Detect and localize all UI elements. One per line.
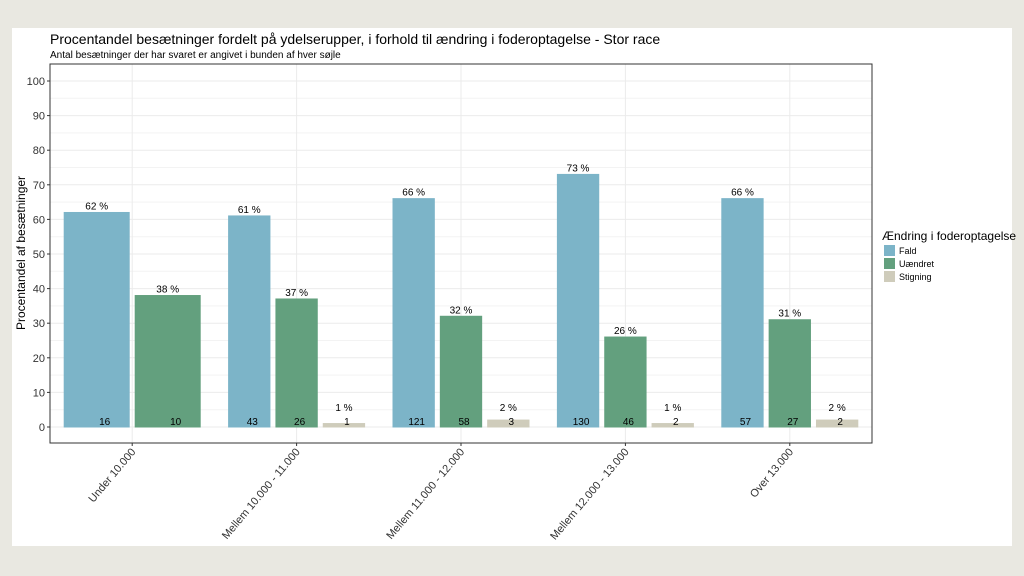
y-tick-label: 60 (33, 214, 45, 226)
legend-label: Stigning (899, 272, 932, 282)
bar-percent-label: 2 % (500, 403, 517, 414)
y-tick-label: 0 (39, 422, 45, 434)
bar-uændret (439, 315, 483, 428)
bar-count-label: 121 (408, 417, 425, 428)
chart-title: Procentandel besætninger fordelt på ydel… (50, 31, 660, 47)
legend: Ændring i foderoptagelse Fald Uændret Stig… (882, 229, 1016, 282)
bar-uændret (604, 336, 647, 428)
bar-percent-label: 26 % (614, 326, 637, 337)
bar-uændret (134, 295, 201, 428)
bar-count-label: 16 (99, 417, 111, 428)
chart-subtitle: Antal besætninger der har svaret er angi… (50, 50, 341, 61)
bar-percent-label: 61 % (238, 205, 261, 216)
bar-fald (556, 173, 600, 428)
y-tick-label: 80 (33, 145, 45, 157)
bar-percent-label: 31 % (778, 309, 801, 320)
bar-uændret (275, 298, 318, 428)
bar-percent-label: 62 % (85, 201, 108, 212)
bar-stigning (487, 419, 530, 428)
bar-percent-label: 1 % (335, 403, 352, 414)
bar-stigning (651, 423, 694, 428)
legend-label: Uændret (899, 259, 935, 269)
bar-count-label: 1 (344, 417, 350, 428)
bar-fald (721, 198, 764, 428)
bar-count-label: 2 (673, 417, 679, 428)
bar-percent-label: 37 % (285, 288, 308, 299)
bar-percent-label: 1 % (664, 403, 681, 414)
bar-percent-label: 38 % (156, 285, 179, 296)
bar-fald (63, 211, 130, 428)
bar-count-label: 57 (740, 417, 752, 428)
bar-fald (392, 198, 435, 428)
y-tick-label: 30 (33, 318, 45, 330)
bar-stigning (815, 419, 859, 428)
bar-stigning (322, 423, 366, 428)
bar-count-label: 43 (247, 417, 259, 428)
bar-percent-label: 73 % (567, 163, 590, 174)
bar-count-label: 46 (623, 417, 635, 428)
bar-count-label: 58 (458, 417, 470, 428)
bar-count-label: 10 (170, 417, 182, 428)
bar-fald (228, 215, 271, 428)
bar-percent-label: 2 % (829, 403, 846, 414)
bar-percent-label: 66 % (402, 188, 425, 199)
y-tick-label: 50 (33, 249, 45, 261)
y-tick-label: 70 (33, 180, 45, 192)
chart-background (12, 28, 1012, 546)
bar-percent-label: 32 % (450, 305, 473, 316)
bar-uændret (768, 319, 811, 428)
legend-swatch (884, 245, 895, 256)
y-tick-label: 40 (33, 284, 45, 296)
legend-title: Ændring i foderoptagelse (882, 229, 1016, 243)
legend-swatch (884, 271, 895, 282)
bar-count-label: 2 (837, 417, 843, 428)
bar-percent-label: 66 % (731, 188, 754, 199)
bar-count-label: 130 (573, 417, 590, 428)
bar-count-label: 27 (787, 417, 799, 428)
y-tick-label: 90 (33, 111, 45, 123)
y-tick-label: 20 (33, 353, 45, 365)
legend-swatch (884, 258, 895, 269)
bar-count-label: 26 (294, 417, 306, 428)
y-axis-label: Procentandel af besætninger (14, 176, 28, 330)
y-tick-label: 100 (27, 76, 45, 88)
bar-count-label: 3 (509, 417, 515, 428)
legend-label: Fald (899, 246, 917, 256)
y-tick-label: 10 (33, 387, 45, 399)
